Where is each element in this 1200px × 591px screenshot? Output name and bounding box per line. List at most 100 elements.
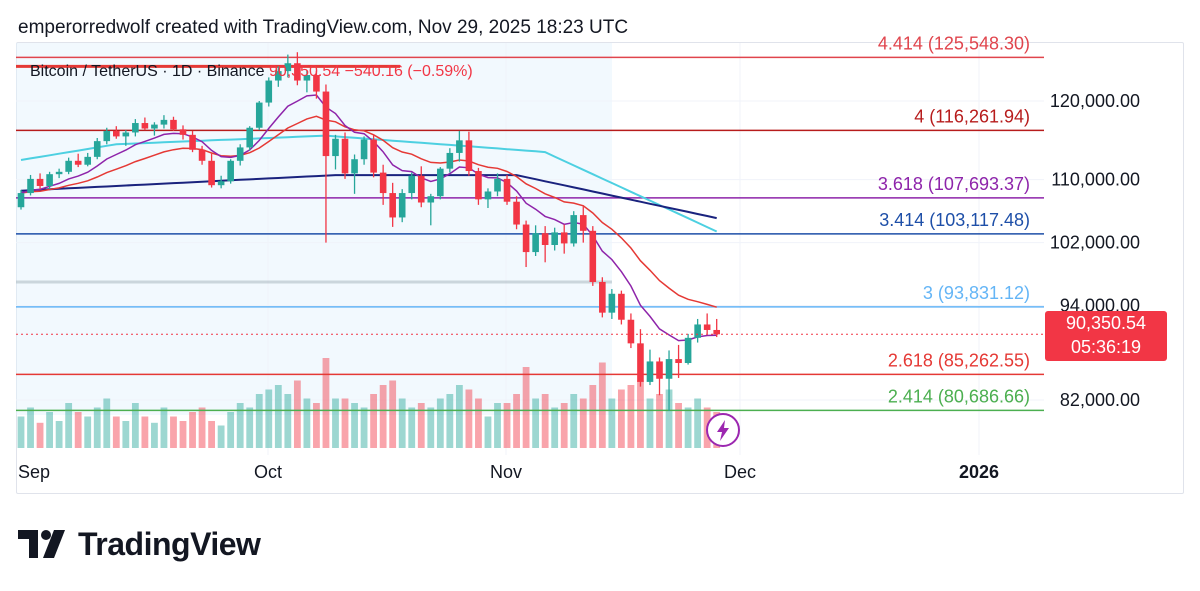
candle-body xyxy=(532,233,539,253)
tradingview-logo-icon xyxy=(18,530,65,558)
candle-body xyxy=(475,171,482,200)
candle-body xyxy=(17,193,25,208)
candle-body xyxy=(294,63,301,81)
attribution-text: emperorredwolf created with TradingView.… xyxy=(18,17,629,38)
volume-bar xyxy=(408,407,416,448)
volume-bar xyxy=(189,412,196,448)
volume-bar xyxy=(503,403,511,448)
candle-body xyxy=(456,140,463,153)
candle-body xyxy=(122,132,130,137)
candle-body xyxy=(74,160,82,165)
x-tick-label: Nov xyxy=(490,462,522,482)
volume-bar xyxy=(665,389,673,448)
candle-body xyxy=(379,172,387,194)
tradingview-logo[interactable]: TradingView xyxy=(18,524,261,564)
candle-body xyxy=(217,181,225,186)
candle-body xyxy=(341,138,349,174)
candle-body xyxy=(36,178,44,186)
volume-bar xyxy=(608,398,616,448)
y-tick-label: 94,000.00 xyxy=(1060,296,1140,316)
candle-body xyxy=(246,127,254,148)
candle-body xyxy=(656,361,663,379)
y-tick-label: 82,000.00 xyxy=(1060,390,1140,410)
candle-body xyxy=(637,343,644,382)
volume-bar xyxy=(360,407,368,448)
bar-countdown: 05:36:19 xyxy=(1070,337,1142,357)
candle-body xyxy=(189,134,196,150)
candle-body xyxy=(370,139,377,173)
candle-body xyxy=(608,293,616,313)
candle-body xyxy=(275,71,282,81)
volume-bar xyxy=(417,403,425,448)
volume-bar xyxy=(379,385,387,448)
candle-body xyxy=(465,140,473,172)
candle-body xyxy=(437,168,444,197)
candle-body xyxy=(236,147,244,161)
candle-body xyxy=(694,324,701,338)
volume-bar xyxy=(122,421,130,448)
candle-body xyxy=(627,319,635,344)
y-tick-label: 110,000.00 xyxy=(1051,170,1140,190)
volume-bar xyxy=(293,380,301,448)
candle-body xyxy=(522,224,530,253)
volume-bar xyxy=(198,407,206,448)
volume-bar xyxy=(398,398,406,448)
x-tick-label: Oct xyxy=(254,462,282,482)
chart-card[interactable] xyxy=(16,42,1184,494)
candle-body xyxy=(579,215,587,231)
volume-bar xyxy=(217,425,225,448)
candle-body xyxy=(446,152,454,169)
candle-body xyxy=(160,119,168,125)
candle-body xyxy=(46,174,53,186)
volume-bar xyxy=(141,416,149,448)
candle-body xyxy=(103,130,111,142)
volume-bar xyxy=(351,403,358,448)
candle-body xyxy=(675,359,682,364)
candle-body xyxy=(27,178,34,194)
ma-fast-line xyxy=(20,94,717,342)
volume-bar xyxy=(46,412,53,448)
volume-bar xyxy=(27,407,34,448)
volume-bar xyxy=(131,403,139,448)
volume-bar xyxy=(246,407,254,448)
volume-bar xyxy=(475,398,482,448)
volume-bar xyxy=(265,389,273,448)
volume-bar xyxy=(484,416,492,448)
volume-bar xyxy=(694,398,702,448)
candle-body xyxy=(417,175,425,203)
volume-bar xyxy=(17,416,25,448)
candle-body xyxy=(84,156,92,165)
volume-bar xyxy=(684,407,692,448)
candle-body xyxy=(198,149,206,161)
candle-body xyxy=(703,324,711,330)
volume-bar xyxy=(103,398,111,448)
volume-bar xyxy=(313,403,320,448)
ma-mid-line xyxy=(20,115,717,308)
volume-bar xyxy=(303,398,311,448)
volume-bar xyxy=(446,394,454,448)
lightning-icon[interactable] xyxy=(706,413,740,447)
volume-bar xyxy=(436,398,444,448)
volume-bar xyxy=(227,412,235,448)
candle-body xyxy=(284,63,292,72)
volume-bar xyxy=(179,421,187,448)
candle-body xyxy=(713,329,720,335)
volume-bar xyxy=(589,385,597,448)
ma-slow-line xyxy=(20,174,717,220)
candle-body xyxy=(179,129,187,135)
candle-body xyxy=(55,171,63,175)
candle-body xyxy=(665,359,673,379)
fib-label-4.414: 4.414 (125,548.30) xyxy=(878,33,1030,53)
candle-body xyxy=(484,191,492,200)
candle-body xyxy=(360,139,368,160)
volume-bar xyxy=(255,394,263,448)
volume-bar xyxy=(236,403,244,448)
volume-bar xyxy=(36,422,44,448)
volume-bar xyxy=(160,407,168,448)
candle-body xyxy=(93,141,101,157)
legend-change: −540.16 (−0.59%) xyxy=(344,63,473,80)
candle-body xyxy=(208,160,215,186)
candle-body xyxy=(494,178,501,192)
candle-body xyxy=(170,119,177,130)
